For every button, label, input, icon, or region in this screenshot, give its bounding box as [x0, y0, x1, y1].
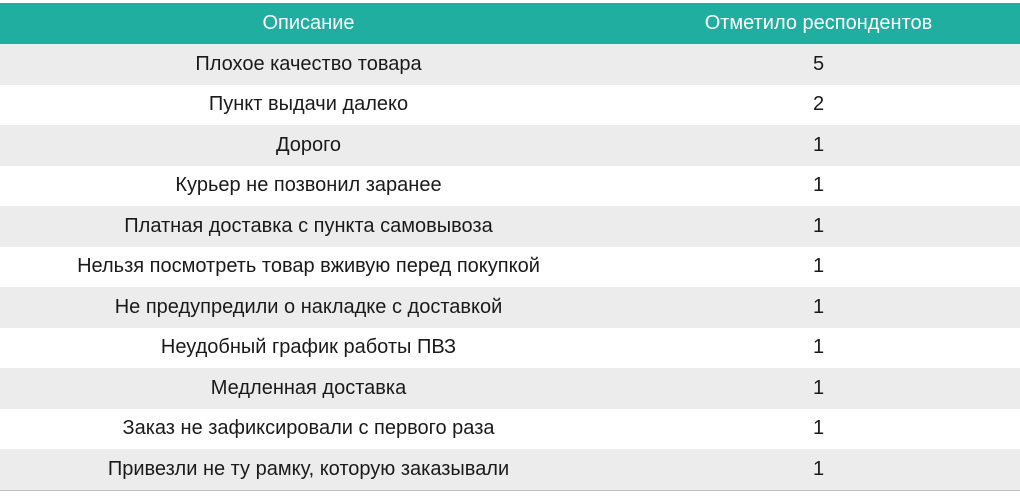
respondents-count-cell: 1: [812, 133, 825, 156]
table-row: Медленная доставка 1: [0, 368, 1020, 409]
table-row: Нельзя посмотреть товар вживую перед пок…: [0, 246, 1020, 287]
description-cell: Пункт выдачи далеко: [208, 93, 409, 116]
table-row: Заказ не зафиксировали с первого раза 1: [0, 408, 1020, 449]
description-cell: Нельзя посмотреть товар вживую перед пок…: [77, 255, 540, 278]
table-bottom-border: [0, 490, 1020, 491]
description-cell: Заказ не зафиксировали с первого раза: [122, 417, 495, 440]
respondents-count-cell: 2: [812, 93, 825, 116]
description-cell: Медленная доставка: [210, 376, 407, 399]
respondents-count-cell: 1: [812, 214, 825, 237]
respondents-count-cell: 1: [812, 255, 825, 278]
table-row: Неудобный график работы ПВЗ 1: [0, 327, 1020, 368]
respondents-count-cell: 1: [812, 174, 825, 197]
description-cell: Курьер не позвонил заранее: [175, 174, 442, 197]
description-cell: Привезли не ту рамку, которую заказывали: [107, 457, 510, 480]
table-body: Плохое качество товара 5 Пункт выдачи дале…: [0, 44, 1020, 490]
description-cell: Неудобный график работы ПВЗ: [160, 336, 457, 359]
respondents-count-cell: 1: [812, 457, 825, 480]
table-row: Платная доставка с пункта самовывоза 1: [0, 206, 1020, 247]
table-row: Плохое качество товара 5: [0, 44, 1020, 85]
respondents-count-cell: 1: [812, 417, 825, 440]
header-row: Описание Отметило респондентов: [0, 3, 1020, 44]
respondents-count-cell: 1: [812, 295, 825, 318]
table-row: Курьер не позвонил заранее 1: [0, 165, 1020, 206]
table-header: Описание Отметило респондентов: [0, 3, 1020, 44]
responses-table-container: Описание Отметило респондентов Плохое ка…: [0, 3, 1020, 490]
respondents-count-cell: 1: [812, 376, 825, 399]
respondents-count-cell: 1: [812, 336, 825, 359]
column-header-respondents: Отметило респондентов: [704, 12, 933, 34]
description-cell: Платная доставка с пункта самовывоза: [124, 214, 493, 237]
table-row: Не предупредили о накладке с доставкой 1: [0, 287, 1020, 328]
table-row: Дорого 1: [0, 125, 1020, 166]
respondents-count-cell: 5: [812, 52, 825, 75]
table-row: Пункт выдачи далеко 2: [0, 84, 1020, 125]
column-header-description: Описание: [262, 12, 355, 34]
responses-table: Описание Отметило респондентов Плохое ка…: [0, 3, 1020, 490]
table-row: Привезли не ту рамку, которую заказывали…: [0, 449, 1020, 490]
description-cell: Плохое качество товара: [195, 52, 422, 75]
description-cell: Дорого: [275, 133, 342, 156]
description-cell: Не предупредили о накладке с доставкой: [114, 295, 503, 318]
